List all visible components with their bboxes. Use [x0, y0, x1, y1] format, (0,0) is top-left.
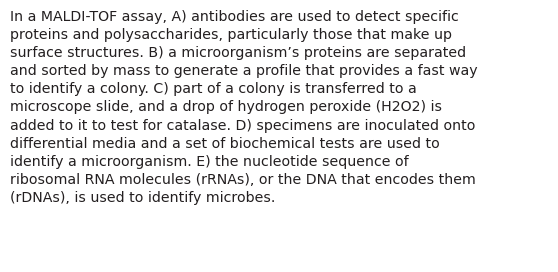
Text: In a MALDI-TOF assay, A) antibodies are used to detect specific
proteins and pol: In a MALDI-TOF assay, A) antibodies are … [10, 10, 478, 205]
